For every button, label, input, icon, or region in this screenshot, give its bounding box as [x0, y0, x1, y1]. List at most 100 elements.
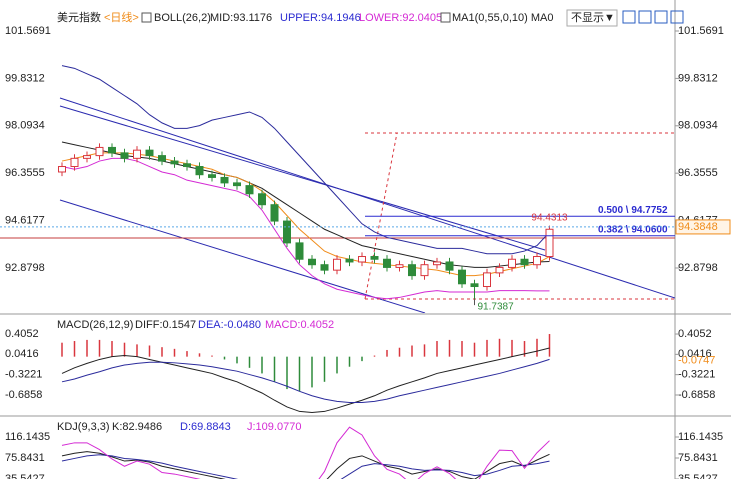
candle-body: [508, 258, 516, 268]
candle-body: [283, 220, 291, 244]
candle-body: [358, 256, 366, 263]
y-tick-label: 96.3555: [678, 167, 718, 179]
candle-body: [70, 157, 79, 168]
indicator: J:109.0770: [247, 421, 301, 433]
icon[interactable]: [141, 12, 152, 23]
tool-icon[interactable]: [638, 10, 652, 24]
indicator: DEA:-0.0480: [198, 319, 261, 331]
title: MACD(26,12,9): [57, 319, 133, 331]
y-tick-label: 94.6177: [5, 214, 45, 226]
panel: [61, 426, 550, 479]
y-tick-label: 0.4052: [5, 328, 39, 340]
y-tick-label: 96.3555: [5, 167, 45, 179]
indicator-line: [61, 454, 550, 479]
candle-body: [383, 258, 391, 268]
y-tick-label: -0.6858: [5, 389, 42, 401]
candle-body: [345, 258, 354, 263]
panel: [61, 334, 551, 414]
y-tick-label: -0.3221: [678, 369, 715, 381]
y-tick-label: 101.5691: [5, 25, 51, 37]
tool-icon[interactable]: [654, 10, 668, 24]
candle-body: [445, 261, 454, 271]
candle-body: [395, 264, 404, 268]
indicator: MID:93.1176: [210, 12, 272, 24]
indicator: MA1(0,55,0,10) MA0: [452, 12, 554, 24]
candle-body: [108, 146, 116, 154]
period: <日线>: [104, 10, 139, 24]
indicator-line: [61, 451, 550, 479]
y-tick-label: 99.8312: [5, 72, 45, 84]
title: KDJ(9,3,3): [57, 421, 110, 433]
y-tick-label: 99.8312: [678, 72, 718, 84]
title: 美元指数: [57, 10, 101, 24]
indicator-line: [61, 65, 550, 255]
indicator: LOWER:92.0405: [359, 12, 442, 24]
indicator-line: [61, 347, 550, 414]
fib-label: 0.382 \ 94.0600: [598, 224, 668, 235]
candle-body: [208, 174, 216, 178]
y-tick-label: 98.0934: [678, 120, 718, 132]
candle-body: [58, 166, 66, 173]
price-tag: -0.0747: [678, 355, 715, 367]
candle-body: [408, 264, 416, 277]
indicator: UPPER:94.1946: [280, 12, 361, 24]
price-tag: 94.3848: [678, 221, 718, 233]
candle-body: [245, 185, 254, 195]
candle-body: [258, 193, 266, 206]
candle-body: [458, 269, 466, 285]
indicator: MACD:0.4052: [265, 319, 334, 331]
y-tick-label: 92.8798: [678, 262, 718, 274]
candle-body: [220, 176, 229, 184]
price-tag-box: [675, 219, 731, 235]
toggle-button[interactable]: [566, 9, 618, 27]
trend-line: [59, 105, 546, 251]
y-tick-label: 75.8431: [678, 452, 718, 464]
indicator: BOLL(26,2): [154, 12, 211, 24]
candle-body: [545, 228, 554, 258]
candle-body: [158, 155, 166, 162]
icon[interactable]: [440, 12, 451, 23]
candle-body: [195, 166, 204, 176]
candle-body: [370, 256, 379, 260]
candle-body: [270, 204, 279, 222]
toolbar: [622, 10, 684, 24]
candle-body: [170, 160, 179, 165]
candle-body: [470, 283, 479, 288]
candle-body: [495, 266, 504, 274]
trend-lines: [0, 97, 675, 313]
candle-body: [320, 264, 329, 271]
candle-body: [145, 149, 154, 157]
tool-icon[interactable]: [622, 10, 636, 24]
y-tick-label: 0.4052: [678, 328, 712, 340]
candle-body: [95, 146, 104, 157]
candle-body: [533, 256, 541, 266]
fib-label: 0.500 \ 94.7752: [598, 205, 668, 216]
high-label: 94.4313: [531, 212, 568, 223]
indicator-line: [61, 426, 550, 479]
trend-line: [59, 199, 426, 313]
candle-body: [433, 261, 441, 266]
candle-body: [483, 272, 491, 288]
tool-icon[interactable]: [670, 10, 684, 24]
candle-body: [233, 182, 241, 187]
candle-body: [308, 258, 316, 266]
indicator: D:69.8843: [180, 421, 231, 433]
candle-body: [133, 149, 141, 159]
y-tick-label: -0.3221: [5, 369, 42, 381]
y-tick-label: 101.5691: [678, 25, 724, 37]
y-tick-label: 0.0416: [678, 348, 712, 360]
candle-body: [83, 155, 91, 159]
candle-body: [520, 258, 529, 266]
panel: [58, 65, 554, 300]
indicator-line: [61, 152, 550, 277]
toggle[interactable]: 不显示▼: [571, 11, 615, 24]
y-tick-label: 98.0934: [5, 120, 45, 132]
y-tick-label: 75.8431: [5, 452, 45, 464]
candle-body: [295, 242, 304, 260]
y-tick-label: 35.5427: [5, 473, 45, 479]
y-tick-label: -0.6858: [678, 389, 715, 401]
indicator: K:82.9486: [112, 421, 162, 433]
